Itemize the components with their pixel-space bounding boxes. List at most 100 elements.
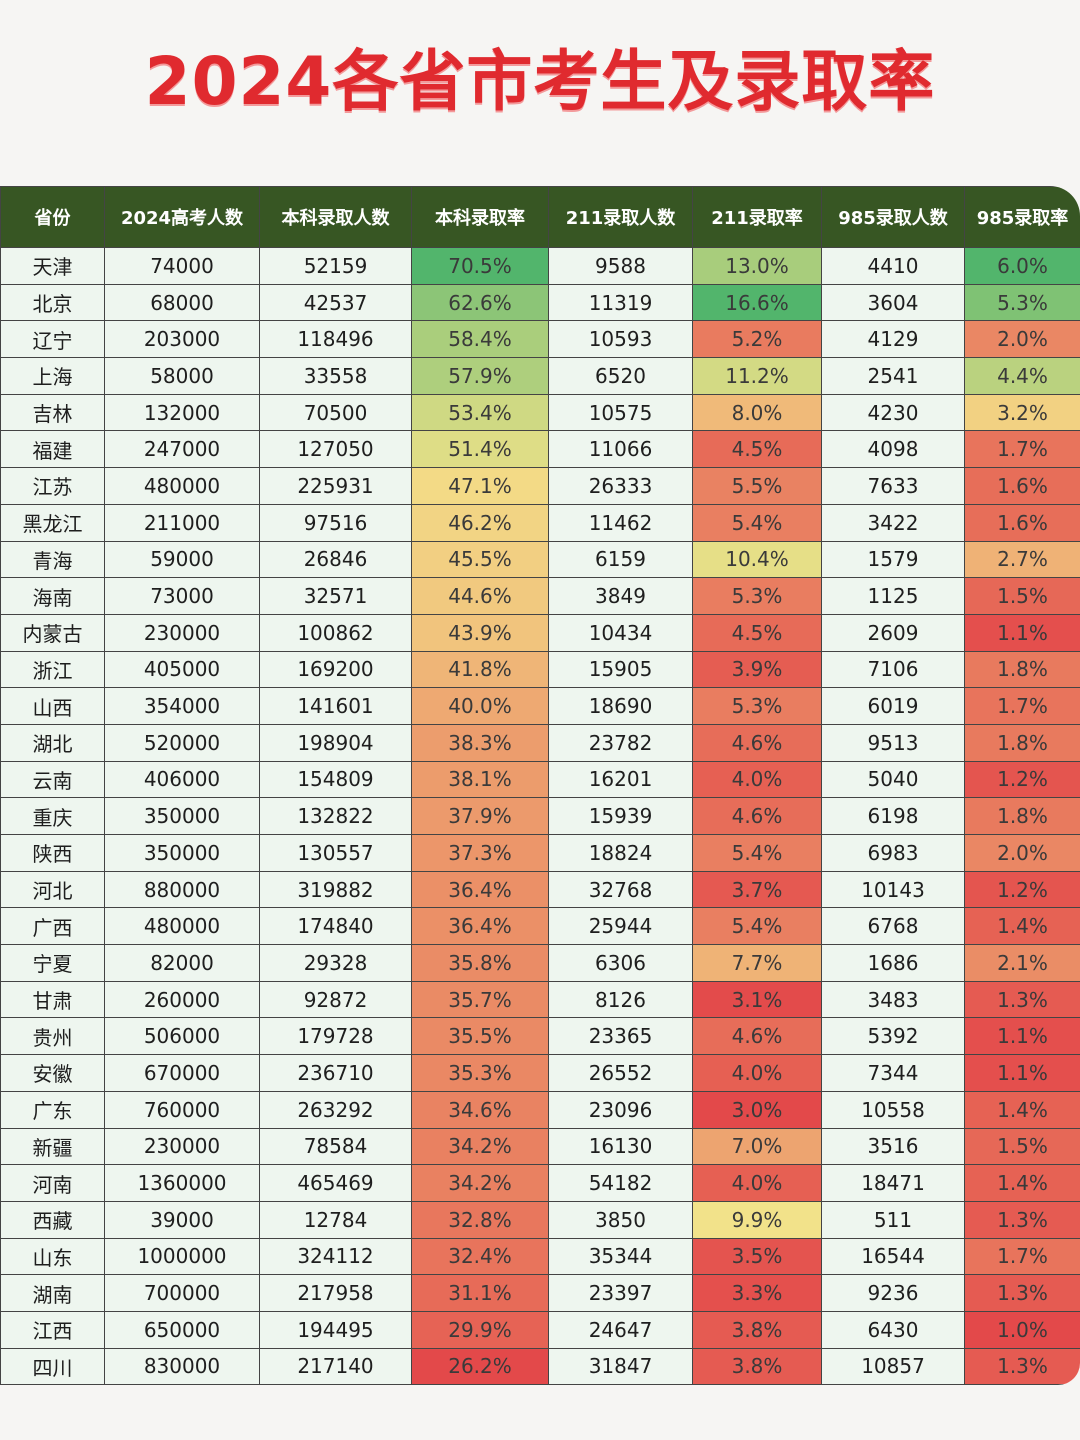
admission-table: 省份 2024高考人数 本科录取人数 本科录取率 211录取人数 211录取率 … — [0, 186, 1080, 1386]
985-admitted-cell: 3516 — [821, 1127, 965, 1166]
211-rate-cell: 13.0% — [692, 247, 822, 285]
candidates-cell: 830000 — [104, 1347, 260, 1386]
undergrad-admitted-cell: 225931 — [259, 467, 412, 505]
candidates-cell: 506000 — [104, 1017, 260, 1056]
985-admitted-cell: 1686 — [821, 944, 965, 982]
table-row: 山西 354000 141601 40.0% 18690 5.3% 6019 1.7% — [0, 687, 1080, 725]
undergrad-rate-cell: 43.9% — [411, 613, 549, 652]
column-header-985-admitted: 985录取人数 — [821, 186, 965, 248]
undergrad-admitted-cell: 78584 — [259, 1127, 412, 1166]
candidates-cell: 203000 — [104, 320, 260, 359]
candidates-cell: 700000 — [104, 1274, 260, 1312]
undergrad-rate-cell: 57.9% — [411, 357, 549, 395]
211-admitted-cell: 11462 — [548, 503, 693, 542]
211-rate-cell: 3.9% — [692, 650, 822, 689]
985-admitted-cell: 4129 — [821, 320, 965, 359]
985-admitted-cell: 1579 — [821, 540, 965, 579]
table-row: 重庆 350000 132822 37.9% 15939 4.6% 6198 1.8% — [0, 797, 1080, 835]
undergrad-rate-cell: 37.3% — [411, 834, 549, 872]
undergrad-admitted-cell: 319882 — [259, 870, 412, 909]
985-rate-cell: 1.5% — [964, 1127, 1080, 1166]
header-row: 省份 2024高考人数 本科录取人数 本科录取率 211录取人数 211录取率 … — [0, 186, 1080, 248]
province-cell: 河北 — [0, 870, 105, 909]
undergrad-rate-cell: 32.8% — [411, 1200, 549, 1239]
province-cell: 辽宁 — [0, 320, 105, 359]
province-cell: 浙江 — [0, 650, 105, 689]
province-cell: 海南 — [0, 577, 105, 615]
undergrad-admitted-cell: 12784 — [259, 1200, 412, 1239]
985-rate-cell: 1.3% — [964, 1200, 1080, 1239]
211-rate-cell: 4.0% — [692, 1164, 822, 1202]
table-row: 广东 760000 263292 34.6% 23096 3.0% 10558 1.4% — [0, 1090, 1080, 1129]
candidates-cell: 1360000 — [104, 1164, 260, 1202]
undergrad-admitted-cell: 263292 — [259, 1090, 412, 1129]
985-rate-cell: 1.4% — [964, 1164, 1080, 1202]
undergrad-admitted-cell: 92872 — [259, 980, 412, 1019]
table-row: 辽宁 203000 118496 58.4% 10593 5.2% 4129 2.0% — [0, 320, 1080, 359]
undergrad-admitted-cell: 42537 — [259, 283, 412, 322]
211-admitted-cell: 16130 — [548, 1127, 693, 1166]
211-admitted-cell: 9588 — [548, 247, 693, 285]
candidates-cell: 247000 — [104, 430, 260, 469]
undergrad-rate-cell: 36.4% — [411, 907, 549, 946]
undergrad-admitted-cell: 97516 — [259, 503, 412, 542]
985-rate-cell: 1.4% — [964, 1090, 1080, 1129]
985-rate-cell: 5.3% — [964, 283, 1080, 322]
candidates-cell: 132000 — [104, 393, 260, 432]
column-header-985-rate: 985录取率 — [964, 186, 1080, 248]
table-row: 广西 480000 174840 36.4% 25944 5.4% 6768 1.4% — [0, 907, 1080, 946]
211-admitted-cell: 3849 — [548, 577, 693, 615]
table-row: 山东 1000000 324112 32.4% 35344 3.5% 16544 1.7% — [0, 1237, 1080, 1276]
undergrad-admitted-cell: 198904 — [259, 723, 412, 762]
table-row: 甘肃 260000 92872 35.7% 8126 3.1% 3483 1.3% — [0, 980, 1080, 1019]
985-admitted-cell: 16544 — [821, 1237, 965, 1276]
candidates-cell: 350000 — [104, 797, 260, 835]
undergrad-rate-cell: 46.2% — [411, 503, 549, 542]
211-rate-cell: 4.0% — [692, 760, 822, 799]
candidates-cell: 74000 — [104, 247, 260, 285]
undergrad-admitted-cell: 132822 — [259, 797, 412, 835]
211-rate-cell: 9.9% — [692, 1200, 822, 1239]
candidates-cell: 354000 — [104, 687, 260, 725]
985-admitted-cell: 511 — [821, 1200, 965, 1239]
candidates-cell: 1000000 — [104, 1237, 260, 1276]
211-rate-cell: 11.2% — [692, 357, 822, 395]
table-row: 江西 650000 194495 29.9% 24647 3.8% 6430 1.0% — [0, 1310, 1080, 1349]
province-cell: 西藏 — [0, 1200, 105, 1239]
undergrad-admitted-cell: 179728 — [259, 1017, 412, 1056]
211-admitted-cell: 6520 — [548, 357, 693, 395]
211-rate-cell: 5.4% — [692, 834, 822, 872]
985-rate-cell: 4.4% — [964, 357, 1080, 395]
211-admitted-cell: 23096 — [548, 1090, 693, 1129]
undergrad-admitted-cell: 70500 — [259, 393, 412, 432]
province-cell: 新疆 — [0, 1127, 105, 1166]
undergrad-rate-cell: 26.2% — [411, 1347, 549, 1386]
undergrad-rate-cell: 38.3% — [411, 723, 549, 762]
candidates-cell: 350000 — [104, 834, 260, 872]
985-rate-cell: 1.8% — [964, 650, 1080, 689]
province-cell: 山东 — [0, 1237, 105, 1276]
211-rate-cell: 4.6% — [692, 723, 822, 762]
province-cell: 湖北 — [0, 723, 105, 762]
undergrad-rate-cell: 51.4% — [411, 430, 549, 469]
211-admitted-cell: 18690 — [548, 687, 693, 725]
211-admitted-cell: 24647 — [548, 1310, 693, 1349]
province-cell: 黑龙江 — [0, 503, 105, 542]
985-rate-cell: 2.0% — [964, 320, 1080, 359]
table-row: 北京 68000 42537 62.6% 11319 16.6% 3604 5.3% — [0, 283, 1080, 322]
undergrad-rate-cell: 62.6% — [411, 283, 549, 322]
table-row: 宁夏 82000 29328 35.8% 6306 7.7% 1686 2.1% — [0, 944, 1080, 982]
undergrad-rate-cell: 31.1% — [411, 1274, 549, 1312]
985-rate-cell: 2.1% — [964, 944, 1080, 982]
table-row: 云南 406000 154809 38.1% 16201 4.0% 5040 1.2% — [0, 760, 1080, 799]
province-cell: 天津 — [0, 247, 105, 285]
undergrad-rate-cell: 40.0% — [411, 687, 549, 725]
candidates-cell: 480000 — [104, 467, 260, 505]
undergrad-admitted-cell: 26846 — [259, 540, 412, 579]
211-admitted-cell: 10575 — [548, 393, 693, 432]
211-admitted-cell: 15905 — [548, 650, 693, 689]
table-row: 天津 74000 52159 70.5% 9588 13.0% 4410 6.0% — [0, 247, 1080, 285]
table-row: 海南 73000 32571 44.6% 3849 5.3% 1125 1.5% — [0, 577, 1080, 615]
211-rate-cell: 5.2% — [692, 320, 822, 359]
211-admitted-cell: 35344 — [548, 1237, 693, 1276]
